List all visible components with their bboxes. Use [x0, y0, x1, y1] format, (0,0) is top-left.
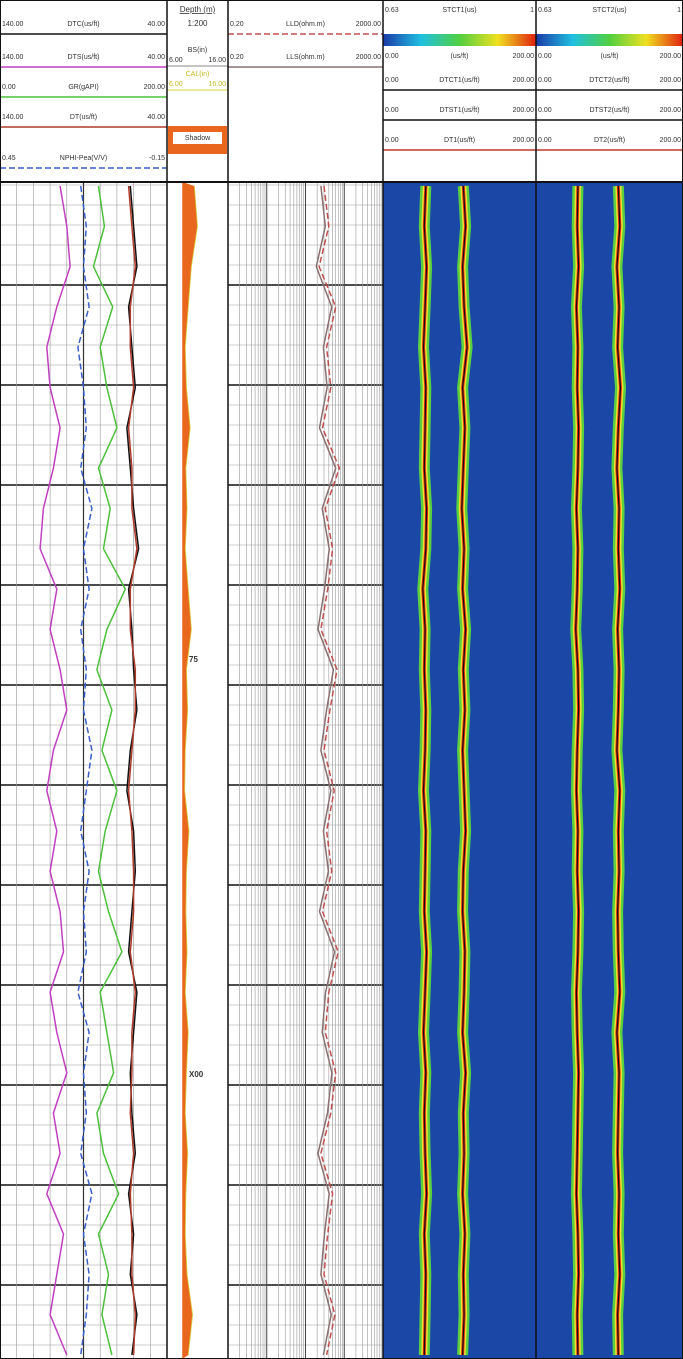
- curve-name: STCT1(us): [442, 7, 476, 14]
- curve-name: (us/ft): [601, 53, 619, 60]
- curve-name: DTST2(us/ft): [589, 107, 629, 114]
- curve-name: DT(us/ft): [70, 114, 97, 121]
- scale-right: 40.00: [147, 54, 165, 61]
- scale-right: 200.00: [144, 84, 166, 91]
- scale-left: 0.00: [538, 107, 552, 114]
- log-curve: [78, 186, 92, 1355]
- scale-right: 200.00: [513, 137, 535, 144]
- scale-left: 0.00: [538, 137, 552, 144]
- scale-left: 0.45: [2, 155, 16, 162]
- depth-title: Depth (m): [180, 5, 216, 14]
- scale-right: 16.00: [208, 57, 226, 64]
- curve-name: LLS(ohm.m): [286, 54, 325, 61]
- scale-right: 200.00: [660, 137, 682, 144]
- curve-name: DT2(us/ft): [594, 137, 625, 144]
- color-bar: [536, 34, 683, 46]
- scale-right: 40.00: [147, 114, 165, 121]
- scale-right: 200.00: [660, 53, 682, 60]
- scale-left: 0.00: [538, 53, 552, 60]
- scale-right: 200.00: [660, 107, 682, 114]
- scale-left: 6.00: [169, 81, 183, 88]
- scale-left: 0.00: [385, 77, 399, 84]
- depth-label: 75: [189, 655, 198, 664]
- shadow-fill: [182, 182, 197, 1359]
- log-curve: [127, 186, 139, 1355]
- scale-right: 200.00: [660, 77, 682, 84]
- scale-left: 0.20: [230, 21, 244, 28]
- well-log: 140.00DTC(us/ft)40.00140.00DTS(us/ft)40.…: [0, 0, 683, 1359]
- curve-name: GR(gAPI): [68, 84, 98, 91]
- curve-name: DTCT1(us/ft): [439, 77, 479, 84]
- curve-name: (us/ft): [451, 53, 469, 60]
- log-curve: [40, 186, 70, 1355]
- image-background: [536, 182, 683, 1359]
- curve-name: DTCT2(us/ft): [589, 77, 629, 84]
- scale-right: 200.00: [513, 107, 535, 114]
- scale-left: 0.00: [385, 107, 399, 114]
- scale-left: 6.00: [169, 57, 183, 64]
- curve-name: DTST1(us/ft): [439, 107, 479, 114]
- scale-right: 1: [530, 7, 534, 14]
- scale-right: 1: [677, 7, 681, 14]
- curve-name: LLD(ohm.m): [286, 21, 325, 28]
- scale-left: 0.63: [385, 7, 399, 14]
- log-curve: [319, 186, 339, 1355]
- scale-right: 16.00: [208, 81, 226, 88]
- scale-left: 140.00: [2, 54, 24, 61]
- curve-name: STCT2(us): [592, 7, 626, 14]
- scale-left: 140.00: [2, 114, 24, 121]
- curve-name: DTC(us/ft): [67, 21, 99, 28]
- log-curve: [94, 186, 126, 1355]
- scale-right: 200.00: [513, 77, 535, 84]
- curve-name: CAL(in): [186, 71, 210, 78]
- color-bar: [383, 34, 536, 46]
- scale-left: 0.00: [385, 53, 399, 60]
- scale-left: 0.00: [2, 84, 16, 91]
- scale-right: 200.00: [513, 53, 535, 60]
- scale-right: -0.15: [149, 155, 165, 162]
- cal-curve: [185, 186, 198, 1355]
- scale-left: 0.20: [230, 54, 244, 61]
- depth-scale: 1:200: [187, 19, 208, 28]
- scale-right: 2000.00: [356, 54, 381, 61]
- scale-left: 0.63: [538, 7, 552, 14]
- scale-right: 2000.00: [356, 21, 381, 28]
- depth-label: X00: [189, 1070, 204, 1079]
- shadow-label: Shadow: [185, 135, 211, 142]
- curve-name: DT1(us/ft): [444, 137, 475, 144]
- curve-name: NPHI-Pea(V/V): [60, 155, 107, 162]
- scale-left: 0.00: [538, 77, 552, 84]
- curve-name: DTS(us/ft): [68, 54, 100, 61]
- scale-right: 40.00: [147, 21, 165, 28]
- curve-name: BS(in): [188, 47, 207, 54]
- scale-left: 140.00: [2, 21, 24, 28]
- scale-left: 0.00: [385, 137, 399, 144]
